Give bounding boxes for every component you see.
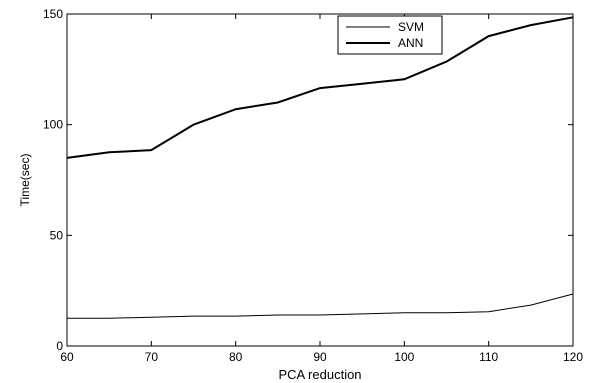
- y-tick-label: 50: [50, 228, 64, 242]
- y-tick-label: 100: [43, 118, 63, 132]
- x-tick-label: 80: [229, 350, 243, 364]
- x-tick-label: 120: [563, 350, 583, 364]
- series-line-svm: [67, 293, 574, 319]
- x-tick-label: 60: [60, 350, 74, 364]
- legend: SVM ANN: [337, 15, 443, 55]
- y-tick-label: 150: [43, 7, 63, 21]
- x-tick-label: 100: [394, 350, 414, 364]
- x-tick-label: 90: [313, 350, 327, 364]
- legend-box: [337, 15, 443, 55]
- x-tick-label: 70: [145, 350, 159, 364]
- y-tick-label: 0: [56, 339, 63, 353]
- y-axis-label: Time(sec): [18, 154, 32, 207]
- legend-label-ann: ANN: [398, 36, 423, 50]
- x-tick-label: 110: [479, 350, 498, 364]
- series-line-ann: [66, 16, 574, 159]
- legend-label-svm: SVM: [398, 20, 424, 34]
- x-axis-label: PCA reduction: [278, 367, 361, 382]
